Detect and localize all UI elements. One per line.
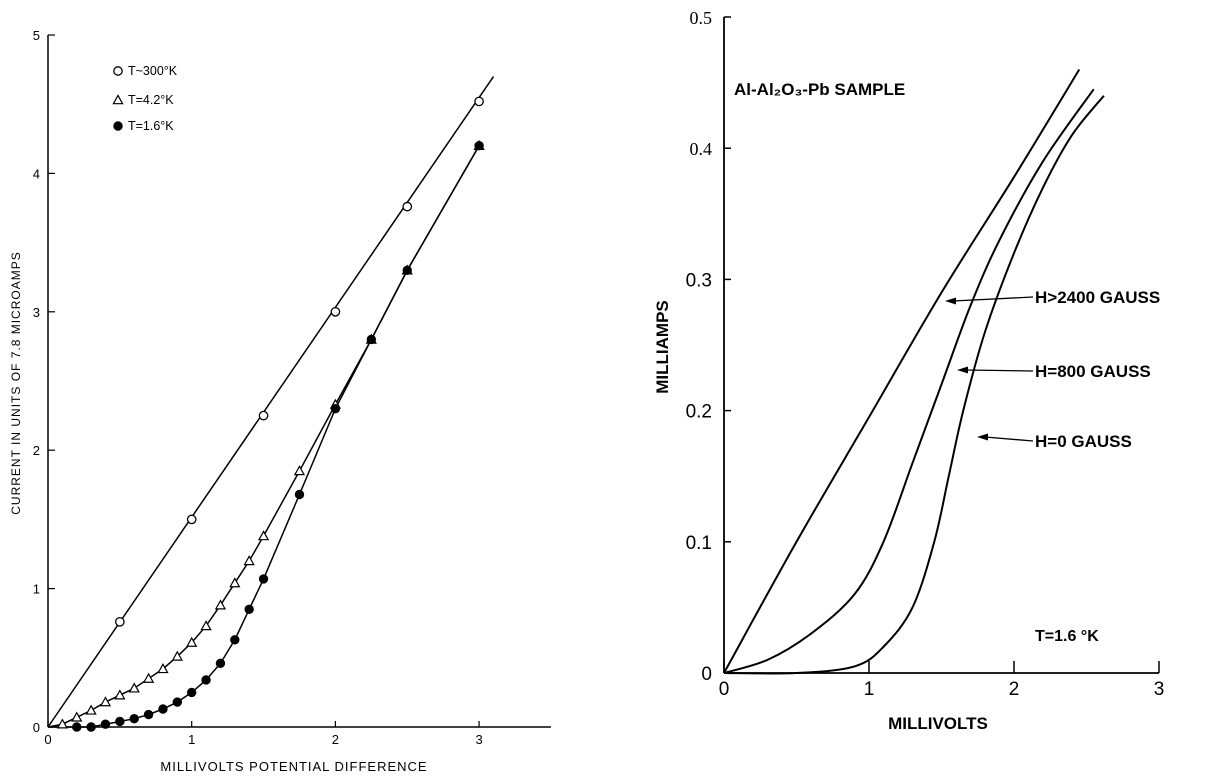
left-point-4-2k xyxy=(56,718,68,729)
left-point-1-6k xyxy=(215,658,226,669)
left-y-axis-label: CURRENT IN UNITS OF 7.8 MICROAMPS xyxy=(9,251,23,514)
left-point-300k xyxy=(402,201,413,212)
right-x-tick-label: 2 xyxy=(1009,679,1020,700)
right-label-arrowhead xyxy=(945,297,956,305)
left-point-1-6k xyxy=(294,489,305,500)
left-x-tick-label: 1 xyxy=(188,732,195,747)
left-point-1-6k xyxy=(330,403,341,414)
right-x-tick-label: 3 xyxy=(1154,679,1165,700)
left-point-4-2k xyxy=(157,663,169,674)
left-point-300k xyxy=(330,306,341,317)
left-point-1-6k xyxy=(244,604,254,615)
right-temperature-annotation: T=1.6 °K xyxy=(1035,628,1099,645)
left-point-300k xyxy=(474,96,484,107)
right-y-axis-label: MILLIAMPS xyxy=(653,300,672,394)
left-y-tick-label: 2 xyxy=(33,443,40,458)
left-point-1-6k xyxy=(258,574,269,584)
right-curve-h-2400-gauss xyxy=(723,68,1081,674)
left-legend-marker xyxy=(113,121,123,131)
left-point-4-2k xyxy=(85,704,97,715)
left-y-tick-label: 1 xyxy=(33,582,40,597)
right-x-tick-label: 1 xyxy=(864,679,875,700)
left-point-300k xyxy=(258,410,269,421)
right-curve-h-800-gauss xyxy=(723,88,1095,674)
left-point-1-6k xyxy=(115,716,125,727)
left-point-4-2k xyxy=(99,696,112,707)
right-y-tick-label: 0.1 xyxy=(686,533,712,554)
left-x-tick-label: 3 xyxy=(475,732,482,747)
left-point-4-2k xyxy=(171,650,183,661)
left-point-1-6k xyxy=(230,635,240,645)
right-x-axis-label: MILLIVOLTS xyxy=(888,714,988,733)
right-label-h-2400-gauss: H>2400 GAUSS xyxy=(1035,288,1160,307)
left-point-1-6k xyxy=(366,334,377,345)
left-legend-entry: T~300°K xyxy=(128,64,178,78)
left-point-4-2k xyxy=(257,530,270,541)
right-y-tick-label: 0.2 xyxy=(686,402,712,423)
right-label-arrow xyxy=(964,369,1034,372)
left-point-4-2k xyxy=(186,636,198,647)
left-y-tick-label: 4 xyxy=(33,166,40,181)
right-label-h-800-gauss: H=800 GAUSS xyxy=(1035,362,1151,381)
left-legend-entry: T=4.2°K xyxy=(128,93,174,107)
left-point-300k xyxy=(115,616,125,627)
left-point-4-2k xyxy=(142,672,155,683)
left-point-4-2k xyxy=(293,465,306,476)
left-point-4-2k xyxy=(71,711,83,722)
left-series-300k-line xyxy=(47,76,495,728)
left-point-1-6k xyxy=(201,675,211,685)
left-point-1-6k xyxy=(187,687,197,698)
right-label-h-0-gauss: H=0 GAUSS xyxy=(1035,432,1132,451)
right-y-tick-label: 0.3 xyxy=(686,270,712,291)
right-label-arrowhead xyxy=(957,366,968,374)
right-label-arrow xyxy=(984,436,1034,442)
left-point-4-2k xyxy=(229,577,241,588)
left-x-tick-label: 0 xyxy=(44,732,51,747)
left-point-300k xyxy=(186,514,197,525)
left-point-1-6k xyxy=(143,709,154,720)
left-point-4-2k xyxy=(243,555,255,566)
left-point-1-6k xyxy=(402,265,412,275)
left-x-tick-label: 2 xyxy=(332,732,339,747)
right-title: Al-Al₂O₃-Pb SAMPLE xyxy=(734,80,905,99)
left-point-1-6k xyxy=(158,704,168,714)
left-y-tick-label: 0 xyxy=(33,720,40,735)
right-y-tick-label: 0 xyxy=(701,664,712,685)
left-point-1-6k xyxy=(172,697,183,707)
right-curve-h-0-gauss xyxy=(723,95,1105,675)
left-point-1-6k xyxy=(86,722,96,732)
left-point-4-2k xyxy=(128,682,140,693)
left-x-axis-label: MILLIVOLTS POTENTIAL DIFFERENCE xyxy=(160,759,427,774)
right-x-tick-label: 0 xyxy=(719,679,730,700)
right-label-arrow xyxy=(952,296,1034,302)
left-point-4-2k xyxy=(200,620,212,631)
chart-left-current-vs-voltage: MILLIVOLTS POTENTIAL DIFFERENCE CURRENT … xyxy=(9,28,551,774)
left-point-1-6k xyxy=(100,719,111,729)
left-series-1-6k-line xyxy=(48,145,480,728)
chart-right-milliamps-vs-millivolts: Al-Al₂O₃-Pb SAMPLE MILLIVOLTS MILLIAMPS … xyxy=(653,8,1164,733)
left-legend-marker xyxy=(112,94,124,105)
left-y-tick-label: 3 xyxy=(33,305,40,320)
right-label-arrowhead xyxy=(977,433,988,441)
left-point-1-6k xyxy=(474,141,484,151)
left-point-1-6k xyxy=(129,713,139,724)
left-legend-marker xyxy=(113,66,123,76)
left-point-4-2k xyxy=(214,599,227,610)
left-y-tick-label: 5 xyxy=(33,28,40,43)
left-series-4-2k-line xyxy=(47,145,480,728)
right-title-text: Al-Al₂O₃-Pb SAMPLE xyxy=(734,80,905,99)
right-y-tick-label: 0.5 xyxy=(690,8,713,28)
left-point-1-6k xyxy=(72,722,82,732)
left-point-4-2k xyxy=(114,689,126,700)
right-y-tick-label: 0.4 xyxy=(690,139,713,159)
left-legend-entry: T=1.6°K xyxy=(128,119,174,133)
